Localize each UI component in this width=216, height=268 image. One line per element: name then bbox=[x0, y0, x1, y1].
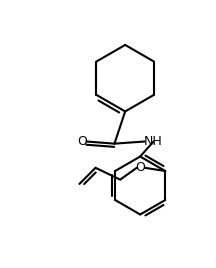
Text: O: O bbox=[136, 161, 146, 174]
Text: NH: NH bbox=[143, 135, 162, 148]
Text: O: O bbox=[78, 135, 88, 148]
